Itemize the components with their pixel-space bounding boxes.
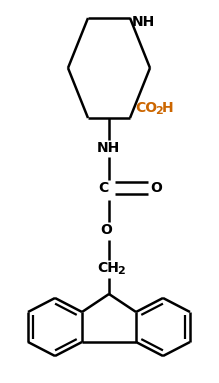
- Text: 2: 2: [155, 106, 163, 116]
- Text: CO: CO: [135, 101, 157, 115]
- Text: CH: CH: [97, 261, 119, 275]
- Text: H: H: [162, 101, 174, 115]
- Text: NH: NH: [132, 15, 155, 29]
- Text: O: O: [100, 223, 112, 237]
- Text: C: C: [98, 181, 108, 195]
- Text: 2: 2: [117, 266, 125, 276]
- Text: NH: NH: [97, 141, 120, 155]
- Text: O: O: [150, 181, 162, 195]
